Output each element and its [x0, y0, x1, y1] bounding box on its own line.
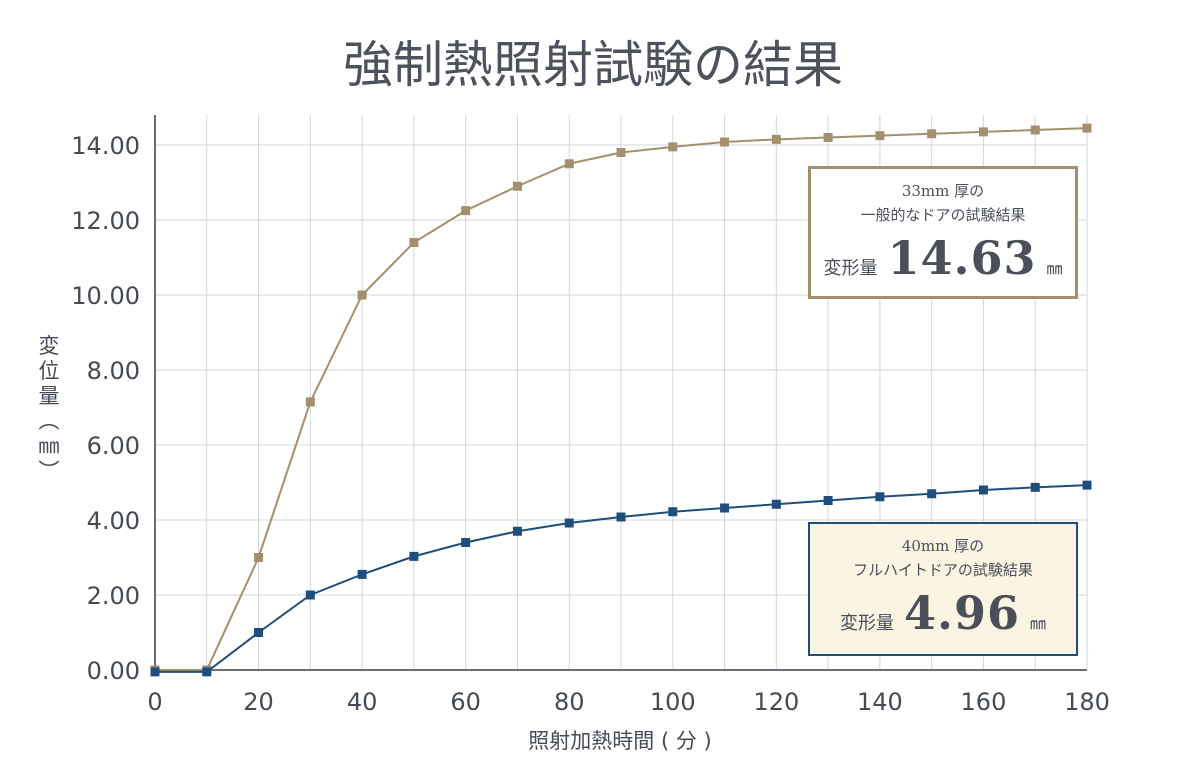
- data-point: [564, 518, 574, 528]
- y-axis-title-char: ㎜: [39, 434, 60, 458]
- annotation-standard-door: 33mm 厚の 一般的なドアの試験結果 変形量 14.63 ㎜: [808, 166, 1078, 299]
- x-axis-title: 照射加熱時間 ( 分 ): [528, 729, 711, 753]
- data-point: [409, 238, 419, 247]
- data-point: [616, 512, 626, 522]
- data-point: [254, 628, 264, 637]
- annotation-full-height-door: 40mm 厚の フルハイトドアの試験結果 変形量 4.96 ㎜: [808, 522, 1078, 656]
- x-tick-label: 100: [650, 688, 696, 716]
- data-point: [564, 159, 574, 169]
- data-point: [1082, 480, 1092, 490]
- annotation-value: 14.63: [887, 231, 1037, 285]
- annotation-line2: フルハイトドアの試験結果: [853, 561, 1033, 579]
- annotation-value-row: 変形量 14.63 ㎜: [811, 231, 1075, 285]
- data-point: [461, 206, 471, 216]
- y-axis-title: 変位量︵ ㎜ ︶: [39, 334, 60, 483]
- x-tick-label: 0: [147, 688, 162, 716]
- data-point: [668, 142, 678, 152]
- annotation-line1: 33mm 厚の: [901, 182, 985, 200]
- data-point: [720, 503, 730, 513]
- x-tick-label: 120: [753, 688, 799, 716]
- y-tick-label: 10.00: [71, 282, 140, 310]
- y-tick-label: 4.00: [87, 507, 140, 535]
- data-point: [357, 569, 367, 579]
- data-point: [668, 507, 678, 517]
- data-point: [150, 667, 160, 677]
- data-point: [512, 526, 522, 536]
- x-tick-label: 80: [554, 688, 585, 716]
- y-tick-label: 2.00: [87, 582, 140, 610]
- data-point: [771, 134, 781, 144]
- y-tick-label: 8.00: [87, 357, 140, 385]
- y-axis-title-char: 量: [39, 384, 60, 408]
- data-point: [357, 290, 367, 300]
- data-point: [1030, 482, 1040, 492]
- data-point: [978, 485, 988, 495]
- y-tick-label: 0.00: [87, 657, 140, 685]
- data-point: [409, 551, 419, 561]
- data-point: [927, 129, 937, 139]
- data-point: [771, 499, 781, 509]
- data-point: [1082, 123, 1092, 133]
- y-axis-title-char: ︵: [39, 409, 60, 433]
- data-point: [616, 148, 626, 157]
- y-tick-label: 6.00: [87, 432, 140, 460]
- data-point: [875, 131, 885, 141]
- data-point: [512, 181, 522, 191]
- y-axis-title-char: 変: [39, 334, 60, 358]
- y-tick-label: 12.00: [71, 207, 140, 235]
- annotation-label: 変形量: [823, 258, 878, 279]
- data-point: [875, 492, 885, 502]
- annotation-line1: 40mm 厚の: [901, 537, 985, 555]
- x-tick-labels: 0 20 40 60 80 100 120 140 160 180: [147, 688, 1110, 716]
- data-point: [202, 667, 212, 677]
- y-axis-title-char: 位: [39, 359, 60, 383]
- data-point: [254, 553, 264, 562]
- axes: [154, 115, 1087, 671]
- data-point: [823, 133, 833, 142]
- chart-title: 強制熱照射試験の結果: [343, 36, 843, 94]
- data-point: [927, 489, 937, 499]
- x-tick-label: 140: [857, 688, 903, 716]
- y-tick-labels: 0.00 2.00 4.00 6.00 8.00 10.00 12.00 14.00: [71, 132, 140, 685]
- annotation-unit: ㎜: [1046, 259, 1063, 278]
- y-tick-label: 14.00: [71, 132, 140, 160]
- series-layer: [150, 123, 1092, 677]
- annotation-label: 変形量: [839, 613, 894, 634]
- x-tick-label: 180: [1064, 688, 1110, 716]
- data-point: [305, 397, 315, 407]
- data-point: [823, 496, 833, 505]
- annotation-value-row: 変形量 4.96 ㎜: [810, 586, 1076, 640]
- data-point: [1030, 125, 1040, 135]
- y-axis-title-char: ︶: [39, 459, 60, 483]
- data-point: [978, 127, 988, 137]
- x-tick-label: 40: [347, 688, 378, 716]
- x-tick-label: 60: [450, 688, 481, 716]
- annotation-unit: ㎜: [1030, 614, 1047, 633]
- annotation-line2: 一般的なドアの試験結果: [860, 206, 1026, 224]
- data-point: [305, 590, 315, 600]
- annotation-value: 4.96: [903, 586, 1021, 640]
- data-point: [720, 137, 730, 147]
- x-tick-label: 160: [961, 688, 1007, 716]
- x-tick-label: 20: [243, 688, 274, 716]
- data-point: [461, 538, 471, 547]
